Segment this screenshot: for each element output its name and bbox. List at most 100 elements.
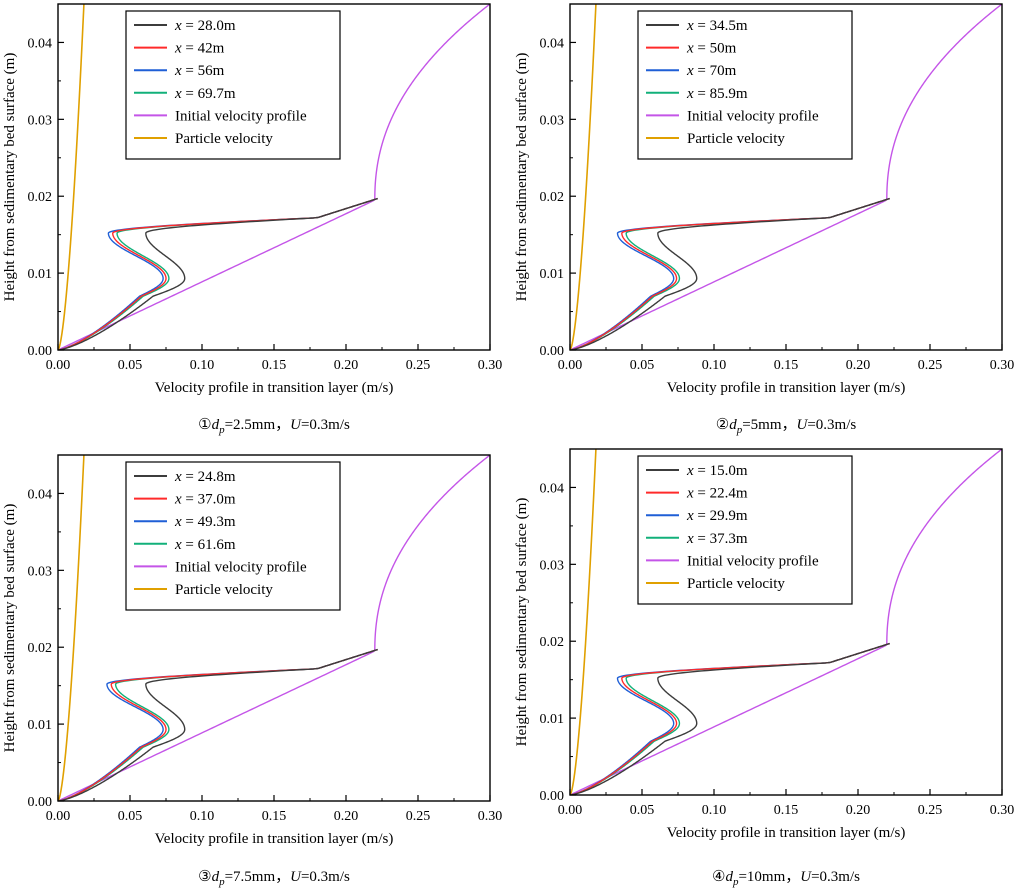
legend-text: = 15.0m [697,463,747,479]
caption-subscript: p [736,424,743,436]
legend-variable: x [174,41,185,57]
legend-box [637,455,853,605]
legend-label-initial: Initial velocity profile [175,108,307,124]
legend-label-s1: x = 15.0m [686,463,748,479]
x-tick-label: 0.25 [406,809,431,824]
legend-text: = 85.9m [697,86,747,102]
legend-variable: x [174,537,185,553]
legend-variable: x [174,492,185,508]
series-line-s2 [58,197,378,350]
legend-label-s4: x = 69.7m [174,86,236,102]
caption-u-value: =0.3m/s [811,869,860,885]
caption-diameter: =10mm， [738,869,800,885]
x-tick-label: 0.30 [478,358,503,373]
legend-text: = 22.4m [697,486,747,502]
x-tick-label: 0.00 [558,358,583,373]
y-tick-label: 0.02 [540,190,565,205]
y-tick-label: 0.03 [28,113,53,128]
legend-text: Initial velocity profile [175,559,307,575]
legend-text: Initial velocity profile [687,108,819,124]
legend-text: = 37.0m [185,492,235,508]
x-axis-label: Velocity profile in transition layer (m/… [155,831,394,847]
caption-diameter: =2.5mm， [225,417,291,433]
legend-variable: x [686,531,697,547]
panel-caption: ③dp=7.5mm，U=0.3m/s [198,869,350,888]
x-tick-label: 0.30 [990,803,1015,818]
x-tick-label: 0.20 [334,809,359,824]
x-tick-label: 0.05 [630,358,655,373]
y-tick-label: 0.00 [28,344,53,359]
caption-number: ③ [198,869,211,885]
legend-variable: x [686,486,697,502]
x-tick-label: 0.15 [774,358,799,373]
series-line-particle-velocity [570,449,597,795]
series-line-initial-velocity-profile [570,4,1002,350]
caption-u-value: =0.3m/s [301,869,350,885]
legend-variable: x [686,508,697,524]
legend-label-s2: x = 22.4m [686,486,748,502]
plot-frame [569,3,1003,351]
caption-u-variable: U [800,869,812,885]
x-tick-label: 0.10 [190,358,215,373]
legend-text: = 29.9m [697,508,747,524]
series-line-s1 [58,197,378,350]
caption-u-variable: U [290,417,302,433]
legend-label-particle: Particle velocity [687,131,785,147]
x-tick-label: 0.25 [918,358,943,373]
series-line-initial-velocity-profile [570,449,1002,795]
series-line-s1 [570,642,890,795]
y-tick-label: 0.00 [28,795,53,810]
legend-variable: x [686,463,697,479]
chart-panel-p2: 0.00 0.01 0.02 0.03 0.04 0.00 0.05 0.10 0.15 0.20… [514,3,1015,436]
legend-variable: x [686,86,697,102]
x-tick-label: 0.05 [118,809,143,824]
y-axis-label: Height from sedimentary bed surface (m) [514,53,530,302]
legend-label-s3: x = 49.3m [174,514,236,530]
x-tick-label: 0.30 [990,358,1015,373]
y-tick-label: 0.03 [540,558,565,573]
legend-variable: x [174,469,185,485]
x-tick-label: 0.10 [190,809,215,824]
x-tick-label: 0.20 [334,358,359,373]
legend-label-particle: Particle velocity [175,131,273,147]
plot-frame [569,448,1003,796]
legend-label-s1: x = 28.0m [174,18,236,34]
series-line-s2 [570,197,890,350]
y-tick-label: 0.04 [28,36,53,51]
legend-text: Particle velocity [687,131,785,147]
legend-label-s3: x = 56m [174,63,225,79]
x-tick-label: 0.05 [118,358,143,373]
caption-u-value: =0.3m/s [807,417,856,433]
legend-variable: x [686,41,697,57]
caption-subscript: p [732,876,739,888]
legend-text: = 70m [697,63,736,79]
caption-u-value: =0.3m/s [301,417,350,433]
legend-text: = 37.3m [697,531,747,547]
legend-text: Initial velocity profile [687,553,819,569]
x-tick-label: 0.15 [262,358,287,373]
legend-label-particle: Particle velocity [687,576,785,592]
caption-subscript: p [218,876,225,888]
legend-text: = 50m [697,41,736,57]
x-tick-label: 0.10 [702,358,727,373]
legend-variable: x [686,63,697,79]
y-tick-label: 0.04 [540,36,565,51]
series-line-initial-velocity-profile [58,4,490,350]
y-tick-label: 0.01 [540,267,565,282]
legend-label-s2: x = 37.0m [174,492,236,508]
y-tick-label: 0.00 [540,344,565,359]
caption-number: ② [716,417,729,433]
caption-variable: d [212,417,220,433]
caption-number: ① [198,417,211,433]
y-tick-label: 0.02 [540,635,565,650]
x-tick-label: 0.20 [846,358,871,373]
panel-caption: ②dp=5mm，U=0.3m/s [716,417,857,436]
legend-variable: x [174,18,185,34]
legend-label-particle: Particle velocity [175,582,273,598]
x-tick-label: 0.20 [846,803,871,818]
legend-label-initial: Initial velocity profile [687,553,819,569]
legend-box [125,461,341,611]
y-tick-label: 0.03 [540,113,565,128]
